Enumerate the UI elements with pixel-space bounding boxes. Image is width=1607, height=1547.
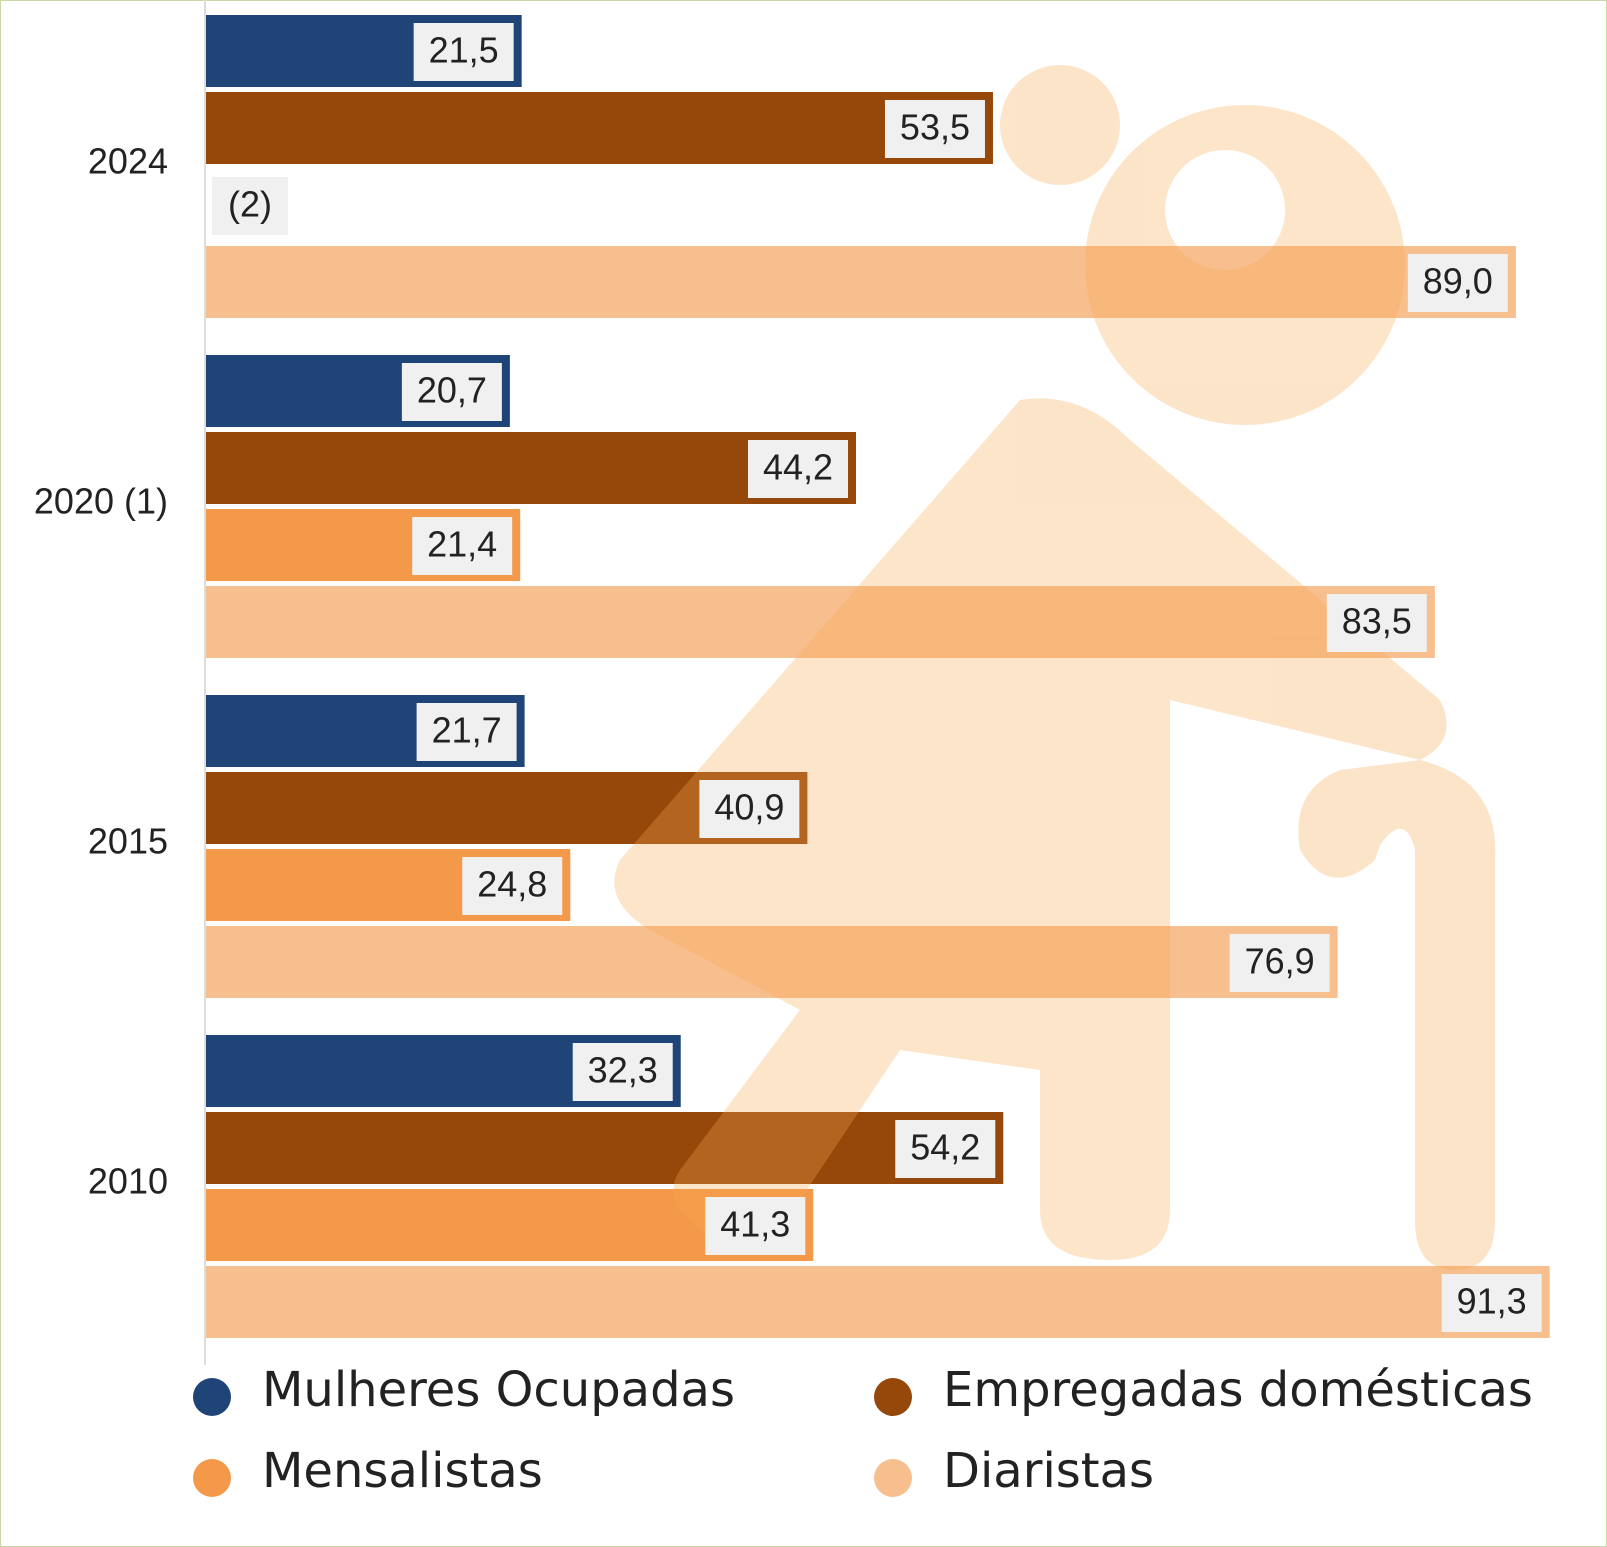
legend-label: Diaristas	[943, 1443, 1154, 1499]
value-label-box	[1441, 1274, 1542, 1332]
bar	[205, 432, 856, 504]
value-label-box	[212, 177, 288, 235]
legend-marker	[193, 1378, 231, 1416]
value-label-box	[1407, 254, 1508, 312]
value-label: 54,2	[910, 1127, 980, 1168]
value-label: 40,9	[714, 787, 784, 828]
value-label: 24,8	[477, 864, 547, 905]
value-label-box	[413, 23, 514, 81]
bar	[205, 1112, 1004, 1184]
category-label: 2024	[88, 141, 168, 182]
value-label: 44,2	[763, 447, 833, 488]
value-label: 21,5	[429, 30, 499, 71]
value-label: 21,4	[427, 524, 497, 565]
labels: 2024 21,5 53,5 (2) 89,0 2020 (1) 20,7 44,2 21,4 8…	[34, 23, 1542, 1499]
bar	[205, 926, 1338, 998]
value-label: 21,7	[432, 710, 502, 751]
value-label-box	[572, 1043, 673, 1101]
legend-marker	[874, 1378, 912, 1416]
value-label-box	[412, 517, 513, 575]
value-label: 20,7	[417, 370, 487, 411]
value-label: (2)	[228, 184, 272, 225]
legend-label: Mensalistas	[262, 1443, 543, 1499]
value-label: 53,5	[900, 107, 970, 148]
bar	[205, 1266, 1550, 1338]
value-label: 83,5	[1342, 601, 1412, 642]
legend-marker	[193, 1459, 231, 1497]
background-figure	[614, 65, 1496, 1270]
value-label: 32,3	[588, 1050, 658, 1091]
category-label: 2015	[88, 821, 168, 862]
bar	[205, 246, 1516, 318]
value-label-box	[884, 100, 985, 158]
legend-label: Mulheres Ocupadas	[262, 1362, 735, 1418]
value-label-box	[699, 780, 800, 838]
value-label-box	[416, 703, 517, 761]
legend-marker	[874, 1459, 912, 1497]
value-label-box	[705, 1197, 806, 1255]
bar	[205, 586, 1435, 658]
bars	[205, 15, 1550, 1338]
value-label: 41,3	[720, 1204, 790, 1245]
value-label: 91,3	[1457, 1281, 1527, 1322]
value-label: 76,9	[1245, 941, 1315, 982]
value-label-box	[1229, 934, 1330, 992]
value-label-box	[462, 857, 563, 915]
legend-label: Empregadas domésticas	[943, 1362, 1533, 1418]
value-label-box	[401, 363, 502, 421]
value-label: 89,0	[1423, 261, 1493, 302]
category-label: 2020 (1)	[34, 481, 168, 522]
category-label: 2010	[88, 1161, 168, 1202]
value-label-box	[895, 1120, 996, 1178]
value-label-box	[747, 440, 848, 498]
value-label-box	[1326, 594, 1427, 652]
bar	[205, 92, 993, 164]
